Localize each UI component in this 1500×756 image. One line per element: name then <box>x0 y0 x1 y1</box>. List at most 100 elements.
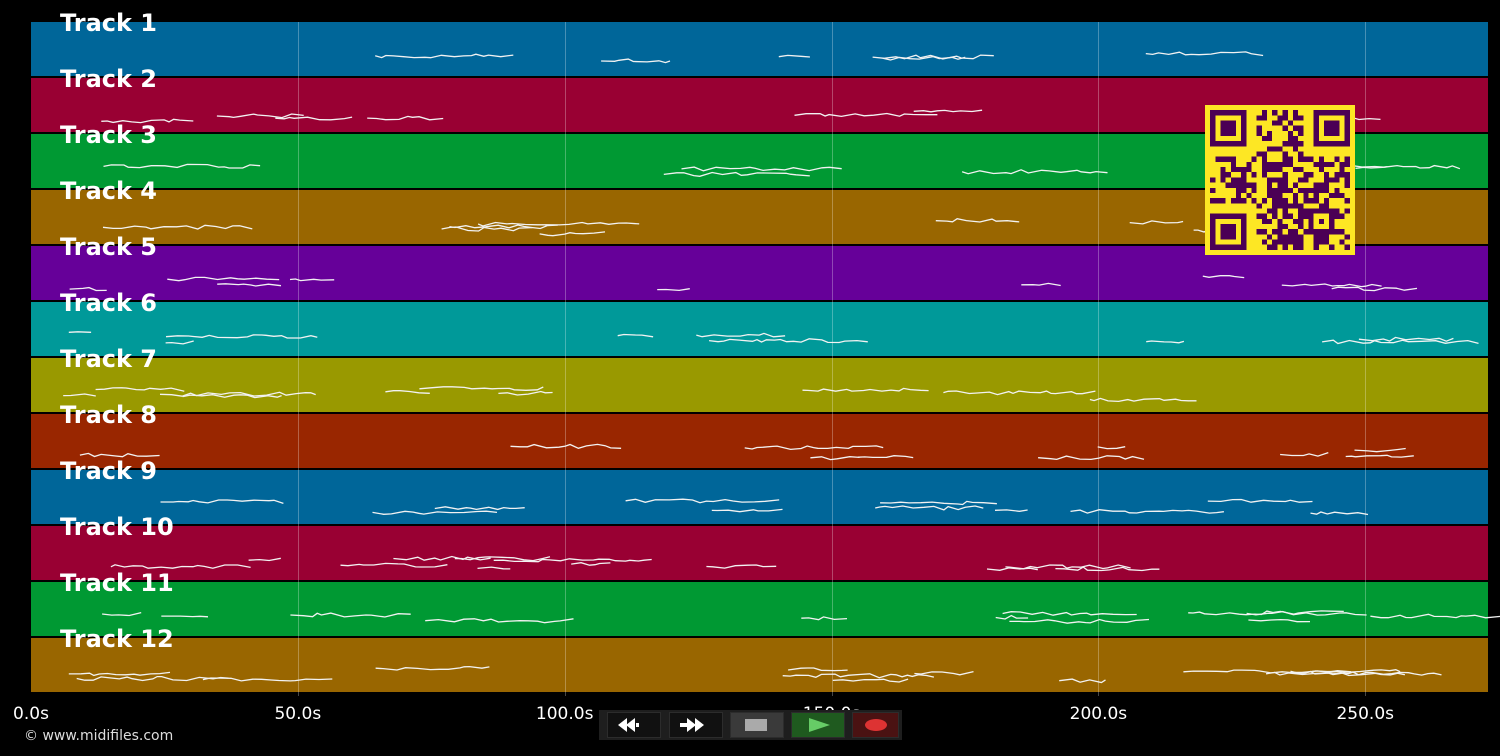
note-stroke <box>778 54 810 58</box>
note-stroke <box>571 562 611 566</box>
note-stroke <box>425 618 574 624</box>
note-stroke <box>95 387 185 392</box>
note-stroke <box>493 558 652 563</box>
track-row[interactable]: Track 1 <box>31 10 1488 78</box>
note-stroke <box>1292 670 1442 676</box>
note-stroke <box>217 283 282 287</box>
note-activity <box>160 498 1369 516</box>
note-stroke <box>711 508 783 513</box>
track-row[interactable]: Track 10 <box>31 514 1488 582</box>
track-row[interactable]: Track 9 <box>31 458 1488 526</box>
note-stroke <box>102 224 253 230</box>
track-row[interactable]: Track 11 <box>31 570 1500 638</box>
track-label: Track 1 <box>60 9 158 37</box>
note-stroke <box>1354 447 1406 453</box>
note-stroke <box>539 231 606 237</box>
note-stroke <box>69 286 107 292</box>
note-activity <box>79 443 1414 461</box>
note-stroke <box>1358 336 1454 342</box>
note-stroke <box>441 226 533 232</box>
note-stroke <box>617 333 654 338</box>
track-row[interactable]: Track 12 <box>31 626 1488 694</box>
note-stroke <box>68 331 92 333</box>
track-label: Track 12 <box>60 625 174 653</box>
note-stroke <box>289 278 335 282</box>
note-stroke <box>1310 511 1369 516</box>
stop-button[interactable] <box>730 712 784 738</box>
time-tick-label: 100.0s <box>535 704 594 724</box>
track-row[interactable]: Track 8 <box>31 402 1488 470</box>
note-stroke <box>165 340 194 345</box>
note-stroke <box>1070 509 1224 514</box>
note-stroke <box>1009 618 1150 624</box>
note-stroke <box>68 671 171 677</box>
track-label: Track 2 <box>60 65 158 93</box>
note-stroke <box>935 218 1020 223</box>
note-stroke <box>1370 613 1500 619</box>
copyright-text: © www.midifiles.com <box>24 728 174 744</box>
note-stroke <box>1281 283 1382 288</box>
note-stroke <box>794 112 938 118</box>
note-activity <box>68 665 1442 684</box>
note-stroke <box>202 677 333 682</box>
track-timeline[interactable]: Track 1 Track 2 Track 3 Track 4 Track 5 Track… <box>31 10 1500 696</box>
track-row[interactable]: Track 6 <box>31 290 1488 358</box>
note-stroke <box>995 614 1029 620</box>
track-label: Track 3 <box>60 121 158 149</box>
note-stroke <box>913 109 983 113</box>
note-stroke <box>498 390 553 396</box>
note-stroke <box>1055 566 1160 572</box>
note-stroke <box>1038 455 1145 461</box>
record-button[interactable] <box>852 712 899 738</box>
note-stroke <box>1207 498 1313 503</box>
note-stroke <box>744 445 884 451</box>
note-stroke <box>857 455 914 459</box>
note-stroke <box>419 386 544 391</box>
note-stroke <box>882 55 966 61</box>
rewind-button[interactable] <box>607 712 661 738</box>
play-button[interactable] <box>791 712 845 738</box>
note-stroke <box>782 673 935 679</box>
note-stroke <box>1188 610 1344 616</box>
note-stroke <box>1002 611 1137 616</box>
note-stroke <box>1322 339 1479 345</box>
note-stroke <box>1345 454 1414 458</box>
note-stroke <box>510 443 622 449</box>
note-stroke <box>372 510 498 515</box>
note-stroke <box>160 499 284 505</box>
note-stroke <box>367 115 444 121</box>
note-stroke <box>943 390 1096 396</box>
note-stroke <box>393 555 491 561</box>
note-stroke <box>801 616 848 621</box>
note-stroke <box>434 506 525 511</box>
note-stroke <box>1246 610 1367 616</box>
note-activity <box>102 610 1500 624</box>
track-label: Track 5 <box>60 233 158 261</box>
note-stroke <box>1059 678 1106 684</box>
track-row[interactable]: Track 7 <box>31 346 1488 414</box>
time-tick-label: 200.0s <box>1069 704 1128 724</box>
note-stroke <box>788 667 848 672</box>
note-stroke <box>477 566 511 570</box>
play-icon <box>809 718 830 732</box>
note-stroke <box>1331 286 1418 292</box>
note-stroke <box>161 615 209 618</box>
track-label: Track 4 <box>60 177 158 205</box>
track-label: Track 10 <box>60 513 174 541</box>
track-label: Track 11 <box>60 569 174 597</box>
note-activity <box>102 218 1239 237</box>
note-activity <box>375 51 1264 64</box>
fast-forward-button[interactable] <box>669 712 723 738</box>
note-stroke <box>601 58 671 64</box>
record-icon <box>865 719 887 731</box>
note-stroke <box>709 338 868 344</box>
note-stroke <box>340 562 448 568</box>
note-stroke <box>275 116 353 121</box>
note-stroke <box>159 391 316 397</box>
track-row[interactable]: Track 5 <box>31 234 1488 302</box>
track-label: Track 9 <box>60 457 158 485</box>
note-stroke <box>477 221 640 227</box>
track-label: Track 6 <box>60 289 158 317</box>
note-stroke <box>1202 275 1245 279</box>
note-stroke <box>1089 397 1197 403</box>
